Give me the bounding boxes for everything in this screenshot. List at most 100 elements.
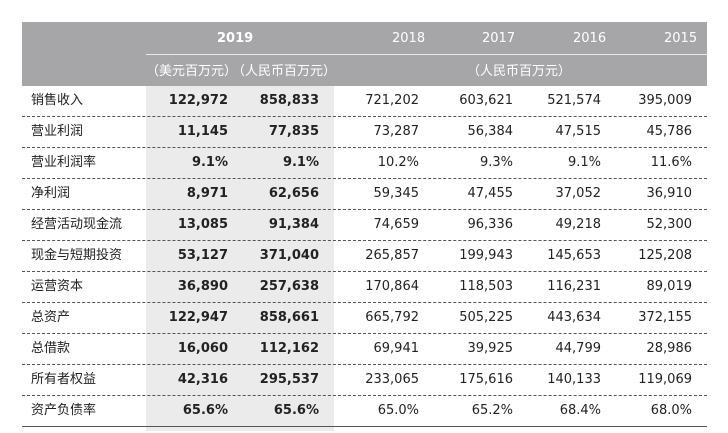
row-separator [22, 116, 707, 117]
cell-2016: 68.4% [559, 403, 601, 418]
cell-2018: 10.2% [377, 155, 419, 170]
row-separator [22, 302, 707, 303]
cell-2019-usd: 53,127 [177, 248, 228, 263]
row-label: 现金与短期投资 [31, 248, 123, 263]
row-label: 总借款 [31, 341, 71, 356]
cell-2017: 199,943 [459, 248, 513, 263]
cell-2016: 140,133 [547, 372, 601, 387]
cell-2019-rmb: 112,162 [259, 341, 319, 356]
cell-2017: 65.2% [471, 403, 513, 418]
cell-2019-usd: 16,060 [177, 341, 228, 356]
cell-2018: 665,792 [365, 310, 419, 325]
cell-2019-usd: 11,145 [177, 124, 228, 139]
row-separator [22, 395, 707, 396]
cell-2016: 443,634 [547, 310, 601, 325]
year-2015-heading: 2015 [664, 31, 698, 46]
table-row: 总资产 122,947 858,661 665,792 505,225 443,634 37… [22, 303, 707, 334]
cell-2017: 47,455 [467, 186, 514, 201]
unit-rmb-2019-heading: （人民币百万元） [232, 64, 337, 79]
header-divider [146, 54, 707, 55]
cell-2015: 372,155 [638, 310, 692, 325]
row-separator [22, 364, 707, 365]
cell-2017: 118,503 [459, 279, 513, 294]
table-row: 总借款 16,060 112,162 69,941 39,925 44,799 28,986 [22, 334, 707, 365]
cell-2017: 9.3% [479, 155, 513, 170]
cell-2016: 37,052 [555, 186, 602, 201]
cell-2019-usd: 36,890 [177, 279, 228, 294]
cell-2017: 505,225 [459, 310, 513, 325]
cell-2019-rmb: 91,384 [268, 217, 319, 232]
row-label: 净利润 [31, 186, 71, 201]
row-label: 资产负债率 [31, 403, 97, 418]
year-2016-heading: 2016 [573, 31, 607, 46]
cell-2019-rmb: 77,835 [268, 124, 319, 139]
cell-2018: 721,202 [365, 93, 419, 108]
cell-2019-rmb: 65.6% [273, 403, 319, 418]
table-row: 资产负债率 65.6% 65.6% 65.0% 65.2% 68.4% 68.0% [22, 396, 707, 427]
cell-2017: 175,616 [459, 372, 513, 387]
row-separator [22, 178, 707, 179]
cell-2018: 265,857 [365, 248, 419, 263]
row-separator [22, 333, 707, 334]
cell-2016: 116,231 [547, 279, 601, 294]
row-label: 营业利润率 [31, 155, 97, 170]
cell-2017: 39,925 [467, 341, 514, 356]
cell-2019-usd: 122,972 [168, 93, 228, 108]
cell-2019-rmb: 371,040 [259, 248, 319, 263]
header-row-units [22, 56, 707, 86]
cell-2015: 89,019 [646, 279, 693, 294]
cell-2019-usd: 8,971 [186, 186, 228, 201]
year-2018-heading: 2018 [392, 31, 426, 46]
table-row: 现金与短期投资 53,127 371,040 265,857 199,943 145,65… [22, 241, 707, 272]
cell-2019-rmb: 858,833 [259, 93, 319, 108]
cell-2015: 119,069 [638, 372, 692, 387]
cell-2016: 145,653 [547, 248, 601, 263]
cell-2016: 9.1% [567, 155, 601, 170]
cell-2019-usd: 9.1% [191, 155, 228, 170]
row-separator [22, 209, 707, 210]
cell-2018: 74,659 [373, 217, 420, 232]
row-separator [22, 147, 707, 148]
cell-2016: 44,799 [555, 341, 602, 356]
cell-2019-rmb: 257,638 [259, 279, 319, 294]
cell-2018: 59,345 [373, 186, 420, 201]
cell-2019-rmb: 9.1% [282, 155, 319, 170]
cell-2016: 47,515 [555, 124, 602, 139]
cell-2018: 170,864 [365, 279, 419, 294]
cell-2019-rmb: 62,656 [268, 186, 319, 201]
cell-2019-usd: 42,316 [177, 372, 228, 387]
table-row: 销售收入 122,972 858,833 721,202 603,621 521,574 3… [22, 86, 707, 117]
row-label: 营业利润 [31, 124, 84, 139]
cell-2015: 395,009 [638, 93, 692, 108]
column-2019-shading [146, 86, 334, 431]
cell-2016: 521,574 [547, 93, 601, 108]
header-row-years [22, 22, 707, 56]
cell-2017: 603,621 [459, 93, 513, 108]
row-label: 总资产 [31, 310, 71, 325]
year-2017-heading: 2017 [482, 31, 516, 46]
table-row: 经营活动现金流 13,085 91,384 74,659 96,336 49,218 52,… [22, 210, 707, 241]
year-2019-heading: 2019 [217, 31, 254, 46]
cell-2019-rmb: 295,537 [259, 372, 319, 387]
row-label: 所有者权益 [31, 372, 97, 387]
cell-2015: 68.0% [650, 403, 692, 418]
cell-2015: 125,208 [638, 248, 692, 263]
cell-2015: 28,986 [646, 341, 693, 356]
row-label: 运营资本 [31, 279, 84, 294]
cell-2016: 49,218 [555, 217, 602, 232]
table-row: 营业利润率 9.1% 9.1% 10.2% 9.3% 9.1% 11.6% [22, 148, 707, 179]
cell-2015: 52,300 [646, 217, 693, 232]
cell-2018: 233,065 [365, 372, 419, 387]
row-label: 经营活动现金流 [31, 217, 123, 232]
cell-2017: 56,384 [467, 124, 514, 139]
cell-2019-usd: 65.6% [182, 403, 228, 418]
cell-2018: 69,941 [373, 341, 420, 356]
table-row: 净利润 8,971 62,656 59,345 47,455 37,052 36,910 [22, 179, 707, 210]
table-row: 运营资本 36,890 257,638 170,864 118,503 116,231 89… [22, 272, 707, 303]
unit-usd-heading: （美元百万元） [146, 64, 238, 79]
cell-2018: 73,287 [373, 124, 420, 139]
cell-2015: 45,786 [646, 124, 693, 139]
cell-2015: 11.6% [650, 155, 692, 170]
table-row: 所有者权益 42,316 295,537 233,065 175,616 140,133 1… [22, 365, 707, 396]
cell-2017: 96,336 [467, 217, 514, 232]
